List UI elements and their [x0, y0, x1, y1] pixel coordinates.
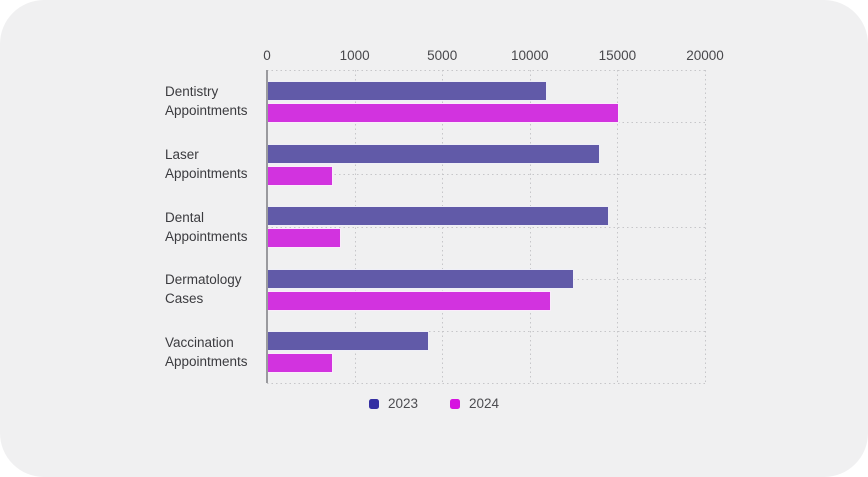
- category-label-dentistry-appointments: Dentistry Appointments: [165, 84, 248, 119]
- x-tick-label-15000: 15000: [598, 48, 637, 63]
- bar-2024-vaccination-appointments: [267, 353, 333, 374]
- h-gridline: [267, 70, 705, 71]
- bar-2023-dentistry-appointments: [267, 81, 548, 101]
- legend-label-2023: 2023: [387, 396, 418, 411]
- h-gridline: [267, 330, 705, 332]
- x-tick-label-10000: 10000: [511, 48, 549, 63]
- bar-2024-laser-appointments: [267, 165, 333, 186]
- bar-2023-laser-appointments: [267, 143, 600, 164]
- v-gridline-1000: [354, 70, 356, 383]
- legend-marker-2024-icon: [450, 398, 460, 409]
- bar-2024-dental-appointments: [267, 228, 342, 249]
- v-gridline-5000: [442, 70, 444, 383]
- bar-2023-vaccination-appointments: [267, 331, 430, 352]
- bar-2023-dental-appointments: [267, 206, 609, 227]
- x-tick-label-1000: 1000: [339, 48, 370, 63]
- legend-marker-2023-icon: [368, 398, 379, 409]
- legend-item-2023[interactable]: 2023: [368, 396, 418, 411]
- v-gridline-20000: [705, 70, 706, 383]
- bar-2023-dermatology-cases: [267, 268, 574, 289]
- x-tick-label-20000: 20000: [686, 48, 724, 63]
- legend: 2023 2024: [0, 396, 868, 411]
- h-gridline: [267, 383, 705, 384]
- category-label-laser-appointments: Laser Appointments: [165, 146, 248, 181]
- x-tick-label-5000: 5000: [427, 48, 458, 63]
- bar-2024-dermatology-cases: [267, 290, 551, 311]
- h-gridline: [267, 174, 705, 176]
- bar-2024-dentistry-appointments: [267, 103, 620, 123]
- category-label-vaccination-appointments: Vaccination Appointments: [165, 334, 248, 369]
- h-gridline: [267, 226, 705, 228]
- legend-item-2024[interactable]: 2024: [450, 396, 499, 411]
- plot-area: [266, 70, 706, 384]
- legend-label-2024: 2024: [469, 396, 500, 411]
- y-axis-line: [266, 70, 268, 383]
- category-label-dental-appointments: Dental Appointments: [165, 209, 248, 244]
- category-label-dermatology-cases: Dermatology Cases: [165, 272, 242, 307]
- v-gridline-10000: [529, 70, 531, 383]
- x-tick-label-0: 0: [263, 48, 271, 63]
- v-gridline-15000: [617, 70, 619, 383]
